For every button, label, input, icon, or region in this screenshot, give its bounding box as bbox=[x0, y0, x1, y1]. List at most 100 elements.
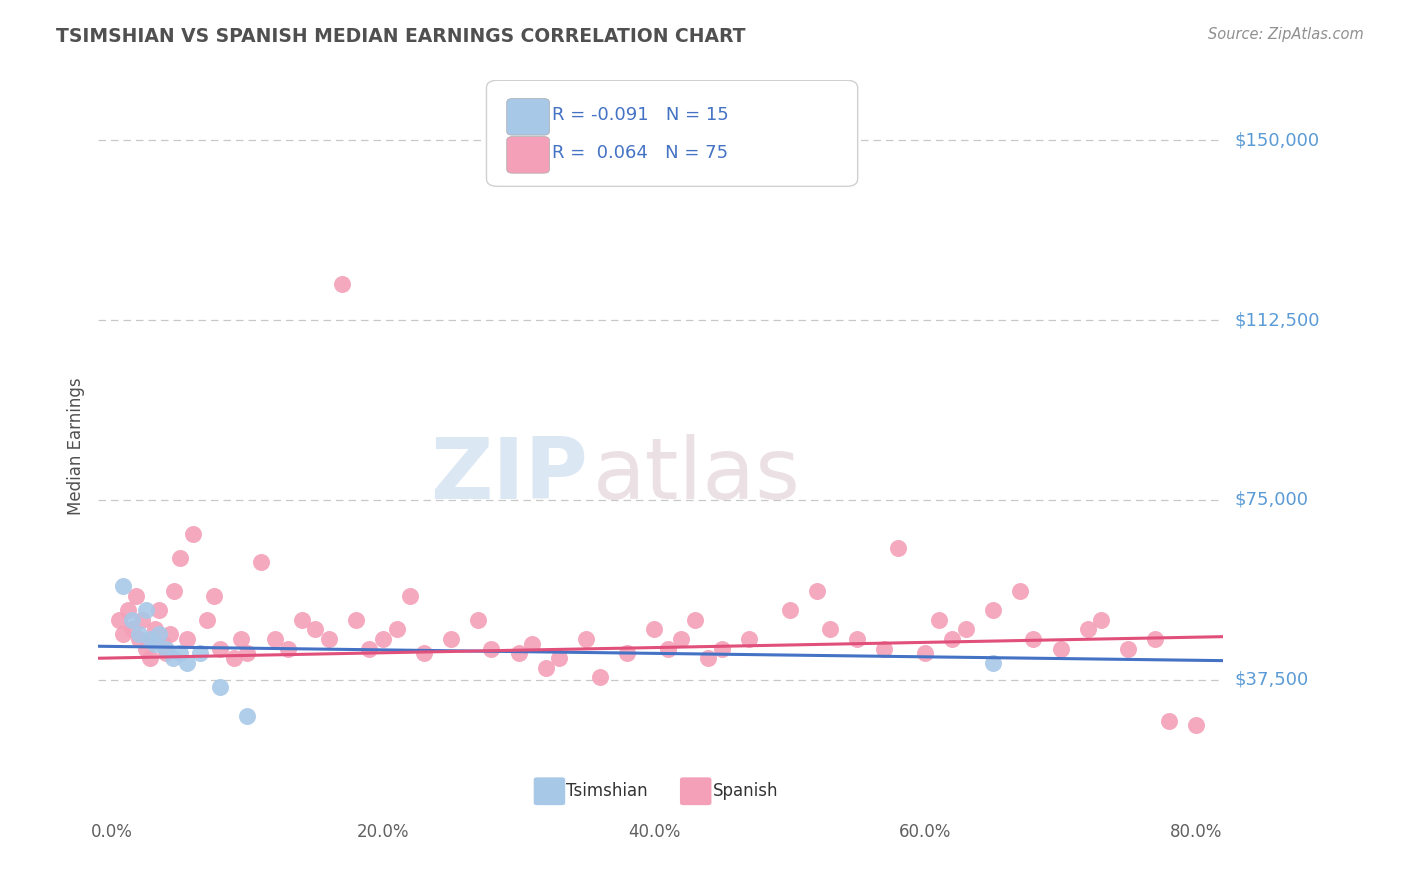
Point bbox=[143, 637, 166, 651]
Point bbox=[125, 589, 148, 603]
Text: Source: ZipAtlas.com: Source: ZipAtlas.com bbox=[1208, 27, 1364, 42]
Text: Spanish: Spanish bbox=[713, 782, 778, 800]
Point bbox=[440, 632, 463, 646]
Point bbox=[181, 526, 204, 541]
Point bbox=[657, 641, 679, 656]
Point bbox=[806, 584, 828, 599]
Point bbox=[412, 647, 434, 661]
Point bbox=[195, 613, 218, 627]
Point bbox=[176, 632, 198, 646]
Text: R =  0.064   N = 75: R = 0.064 N = 75 bbox=[551, 145, 728, 162]
Point bbox=[169, 647, 191, 661]
Point bbox=[697, 651, 720, 665]
Point bbox=[135, 603, 157, 617]
Text: Tsimshian: Tsimshian bbox=[567, 782, 648, 800]
Point bbox=[236, 647, 259, 661]
Point bbox=[710, 641, 733, 656]
Text: $112,500: $112,500 bbox=[1234, 311, 1320, 329]
Point bbox=[152, 637, 174, 651]
Point bbox=[1022, 632, 1045, 646]
Point bbox=[359, 641, 381, 656]
Point bbox=[643, 623, 665, 637]
Point bbox=[955, 623, 977, 637]
Point bbox=[616, 647, 638, 661]
Point bbox=[1144, 632, 1167, 646]
Point bbox=[155, 647, 177, 661]
Point bbox=[128, 632, 150, 646]
Point bbox=[928, 613, 950, 627]
Point bbox=[188, 647, 211, 661]
Point bbox=[385, 623, 408, 637]
Point bbox=[139, 651, 162, 665]
Point bbox=[683, 613, 706, 627]
Point bbox=[738, 632, 761, 646]
Point bbox=[1049, 641, 1071, 656]
Point bbox=[121, 623, 143, 637]
Point bbox=[1077, 623, 1099, 637]
Point bbox=[222, 651, 245, 665]
Point bbox=[143, 623, 166, 637]
Text: $75,000: $75,000 bbox=[1234, 491, 1309, 509]
Point bbox=[508, 647, 530, 661]
Point bbox=[1090, 613, 1112, 627]
Point bbox=[873, 641, 896, 656]
Point bbox=[1157, 714, 1180, 728]
Point bbox=[148, 603, 170, 617]
Point bbox=[202, 589, 225, 603]
Point bbox=[163, 584, 186, 599]
Point bbox=[371, 632, 394, 646]
Point bbox=[520, 637, 543, 651]
Point bbox=[304, 623, 326, 637]
Text: TSIMSHIAN VS SPANISH MEDIAN EARNINGS CORRELATION CHART: TSIMSHIAN VS SPANISH MEDIAN EARNINGS COR… bbox=[56, 27, 745, 45]
Point bbox=[330, 277, 353, 292]
FancyBboxPatch shape bbox=[486, 80, 858, 186]
FancyBboxPatch shape bbox=[506, 136, 550, 173]
FancyBboxPatch shape bbox=[534, 777, 565, 805]
Point bbox=[887, 541, 910, 555]
Text: R = -0.091   N = 15: R = -0.091 N = 15 bbox=[551, 106, 728, 124]
Point bbox=[1118, 641, 1140, 656]
Text: atlas: atlas bbox=[593, 434, 801, 516]
Point bbox=[277, 641, 299, 656]
Point bbox=[291, 613, 314, 627]
Point bbox=[209, 641, 232, 656]
Point bbox=[111, 627, 134, 641]
FancyBboxPatch shape bbox=[506, 98, 550, 135]
Point bbox=[229, 632, 252, 646]
Point bbox=[914, 647, 936, 661]
Point bbox=[344, 613, 367, 627]
Point bbox=[534, 661, 557, 675]
Point bbox=[128, 627, 150, 641]
Point bbox=[162, 651, 184, 665]
Point bbox=[139, 632, 162, 646]
Point bbox=[481, 641, 503, 656]
Point bbox=[669, 632, 692, 646]
Point bbox=[941, 632, 963, 646]
Point bbox=[209, 680, 232, 694]
Point bbox=[846, 632, 869, 646]
Point bbox=[155, 641, 177, 656]
Point bbox=[131, 613, 153, 627]
Text: $150,000: $150,000 bbox=[1234, 131, 1319, 149]
Point bbox=[176, 656, 198, 670]
Point bbox=[142, 632, 165, 646]
Point bbox=[318, 632, 340, 646]
Point bbox=[107, 613, 129, 627]
Point bbox=[159, 627, 181, 641]
Point bbox=[169, 550, 191, 565]
Point bbox=[117, 603, 139, 617]
Point bbox=[467, 613, 489, 627]
Point bbox=[981, 603, 1004, 617]
Point bbox=[575, 632, 598, 646]
Point bbox=[121, 613, 143, 627]
Y-axis label: Median Earnings: Median Earnings bbox=[66, 377, 84, 515]
Point bbox=[250, 555, 273, 569]
Text: ZIP: ZIP bbox=[430, 434, 588, 516]
Point bbox=[818, 623, 841, 637]
Point bbox=[1185, 718, 1208, 732]
Point bbox=[148, 627, 170, 641]
Point bbox=[135, 641, 157, 656]
Point bbox=[548, 651, 571, 665]
Point bbox=[236, 708, 259, 723]
Point bbox=[589, 670, 612, 684]
